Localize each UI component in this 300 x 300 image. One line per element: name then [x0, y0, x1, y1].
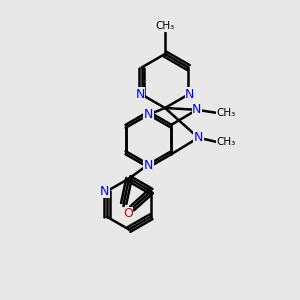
Text: N: N [135, 88, 145, 101]
Text: N: N [100, 185, 109, 198]
Text: CH₃: CH₃ [155, 21, 175, 31]
Text: N: N [194, 131, 203, 144]
Text: N: N [144, 107, 153, 121]
Text: N: N [144, 159, 153, 172]
Text: O: O [123, 207, 133, 220]
Text: CH₃: CH₃ [216, 108, 236, 118]
Text: N: N [185, 88, 195, 101]
Text: N: N [192, 103, 202, 116]
Text: CH₃: CH₃ [217, 137, 236, 147]
